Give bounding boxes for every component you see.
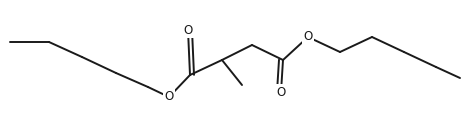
Text: O: O [303,30,312,44]
Text: O: O [276,85,286,99]
Text: O: O [164,90,173,103]
Text: O: O [183,24,193,36]
